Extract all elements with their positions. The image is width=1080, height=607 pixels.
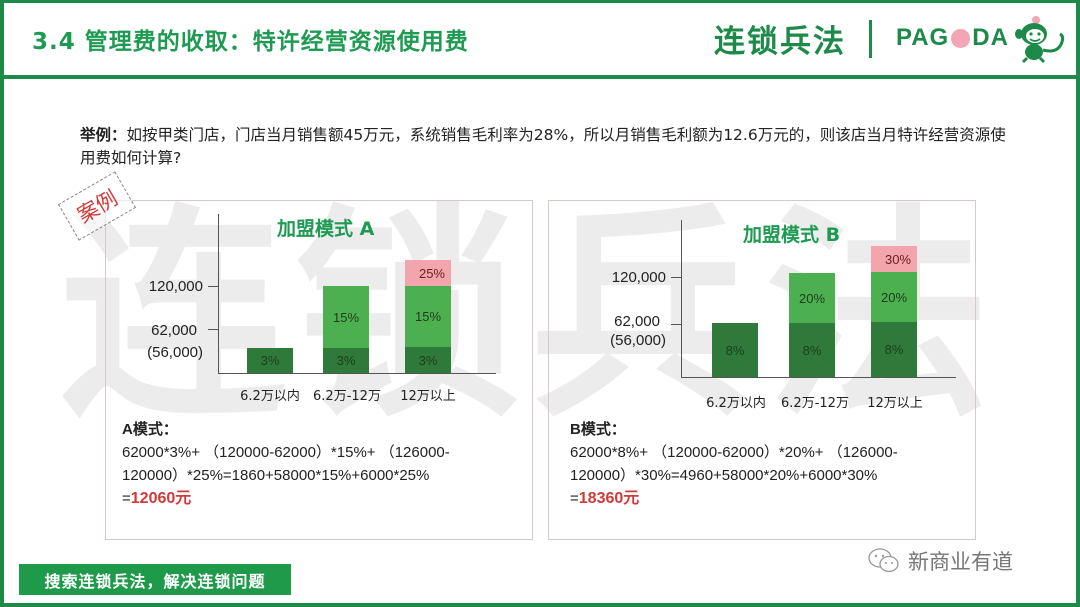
chart-title: 加盟模式 A bbox=[277, 218, 375, 240]
y-tick bbox=[208, 329, 218, 330]
y-label-120000: 120,000 bbox=[611, 269, 666, 286]
bar-seg-top: 30% bbox=[871, 246, 917, 272]
wechat-icon bbox=[868, 548, 899, 573]
brand-separator bbox=[869, 20, 872, 58]
calc-mode-b: B模式： 62000*8%+ （120000-62000）*20%+ （1260… bbox=[570, 418, 898, 510]
search-cta-button[interactable]: 搜索连锁兵法，解决连锁问题 bbox=[19, 564, 291, 595]
bar-seg-base: 8% bbox=[712, 323, 758, 377]
bar-seg-base: 3% bbox=[405, 347, 451, 373]
calc-line: 120000）*30%=4960+58000*20%+6000*30% bbox=[570, 467, 878, 484]
y-tick bbox=[208, 286, 218, 287]
bar-seg-base: 8% bbox=[871, 322, 917, 377]
bar-seg-base: 3% bbox=[247, 348, 293, 373]
bar-seg-mid: 20% bbox=[871, 272, 917, 322]
calc-equals: = bbox=[570, 490, 579, 507]
calc-line: 120000）*25%=1860+58000*15%+6000*25% bbox=[122, 467, 430, 484]
panel-mode-b bbox=[548, 200, 976, 540]
bar-seg-top: 25% bbox=[405, 260, 451, 286]
panel-mode-a bbox=[105, 200, 533, 540]
y-axis bbox=[681, 220, 682, 378]
bar-1: 8% bbox=[712, 323, 758, 377]
y-tick bbox=[671, 324, 681, 325]
wechat-account-watermark: 新商业有道 bbox=[866, 546, 1013, 576]
bar-seg-mid: 20% bbox=[789, 273, 835, 323]
background-watermark: 连锁兵法 bbox=[60, 186, 1000, 448]
chart-title: 加盟模式 B bbox=[743, 224, 841, 246]
chart-mode-a: 加盟模式 A 120,000 62,000 (56,000) 3% 3% 15%… bbox=[105, 200, 533, 410]
bar-seg-mid: 15% bbox=[323, 286, 369, 348]
y-label-120000: 120,000 bbox=[148, 278, 203, 295]
x-label: 12万以上 bbox=[400, 389, 456, 404]
y-label-56000: (56,000) bbox=[610, 332, 666, 349]
bar-2: 8% 20% bbox=[789, 273, 835, 377]
question-text: 如按甲类门店，门店当月销售额45万元，系统销售毛利率为28%，所以月销售毛利额为… bbox=[80, 126, 1006, 167]
calc-result: 18360元 bbox=[578, 490, 640, 507]
peach-dot-icon bbox=[951, 28, 971, 48]
bar-1: 3% bbox=[247, 348, 293, 373]
y-axis bbox=[218, 214, 219, 374]
logo-text-pre: PAG bbox=[896, 24, 950, 51]
calc-line: 62000*3%+ （120000-62000）*15%+ （126000- bbox=[122, 444, 450, 461]
y-tick bbox=[671, 277, 681, 278]
monkey-mascot-icon bbox=[1015, 16, 1065, 64]
calc-heading: B模式： bbox=[570, 421, 626, 438]
brand-name: 连锁兵法 bbox=[714, 24, 846, 60]
header-divider bbox=[0, 75, 1080, 79]
bar-seg-base: 8% bbox=[789, 323, 835, 377]
bar-seg-mid: 15% bbox=[405, 286, 451, 347]
page-title: 3.4 管理费的收取：特许经营资源使用费 bbox=[32, 29, 469, 55]
y-label-62000: 62,000 bbox=[614, 313, 660, 330]
calc-equals: = bbox=[122, 490, 131, 507]
wechat-account-name: 新商业有道 bbox=[908, 550, 1013, 574]
calc-line: 62000*8%+ （120000-62000）*20%+ （126000- bbox=[570, 444, 898, 461]
calc-heading: A模式： bbox=[122, 421, 178, 438]
calc-result: 12060元 bbox=[130, 490, 192, 507]
bar-2: 3% 15% bbox=[323, 286, 369, 373]
example-question: 举例：如按甲类门店，门店当月销售额45万元，系统销售毛利率为28%，所以月销售毛… bbox=[80, 124, 1010, 170]
calc-mode-a: A模式： 62000*3%+ （120000-62000）*15%+ （1260… bbox=[122, 418, 450, 510]
pagoda-logo: PAG DA bbox=[896, 24, 1009, 52]
x-label: 12万以上 bbox=[867, 396, 923, 411]
bar-3: 8% 20% 30% bbox=[871, 246, 917, 377]
chart-mode-b: 加盟模式 B 120,000 62,000 (56,000) 8% 8% 20%… bbox=[548, 200, 976, 411]
y-label-62000: 62,000 bbox=[151, 322, 197, 339]
y-label-56000: (56,000) bbox=[147, 344, 203, 361]
x-axis bbox=[218, 373, 496, 374]
x-label: 6.2万-12万 bbox=[313, 389, 381, 404]
question-label: 举例： bbox=[80, 126, 127, 144]
bar-seg-base: 3% bbox=[323, 348, 369, 373]
x-label: 6.2万以内 bbox=[240, 389, 300, 404]
logo-text-post: DA bbox=[972, 24, 1009, 51]
x-label: 6.2万以内 bbox=[706, 396, 766, 411]
x-axis bbox=[681, 377, 956, 378]
x-label: 6.2万-12万 bbox=[781, 396, 849, 411]
bar-3: 3% 15% 25% bbox=[405, 260, 451, 373]
